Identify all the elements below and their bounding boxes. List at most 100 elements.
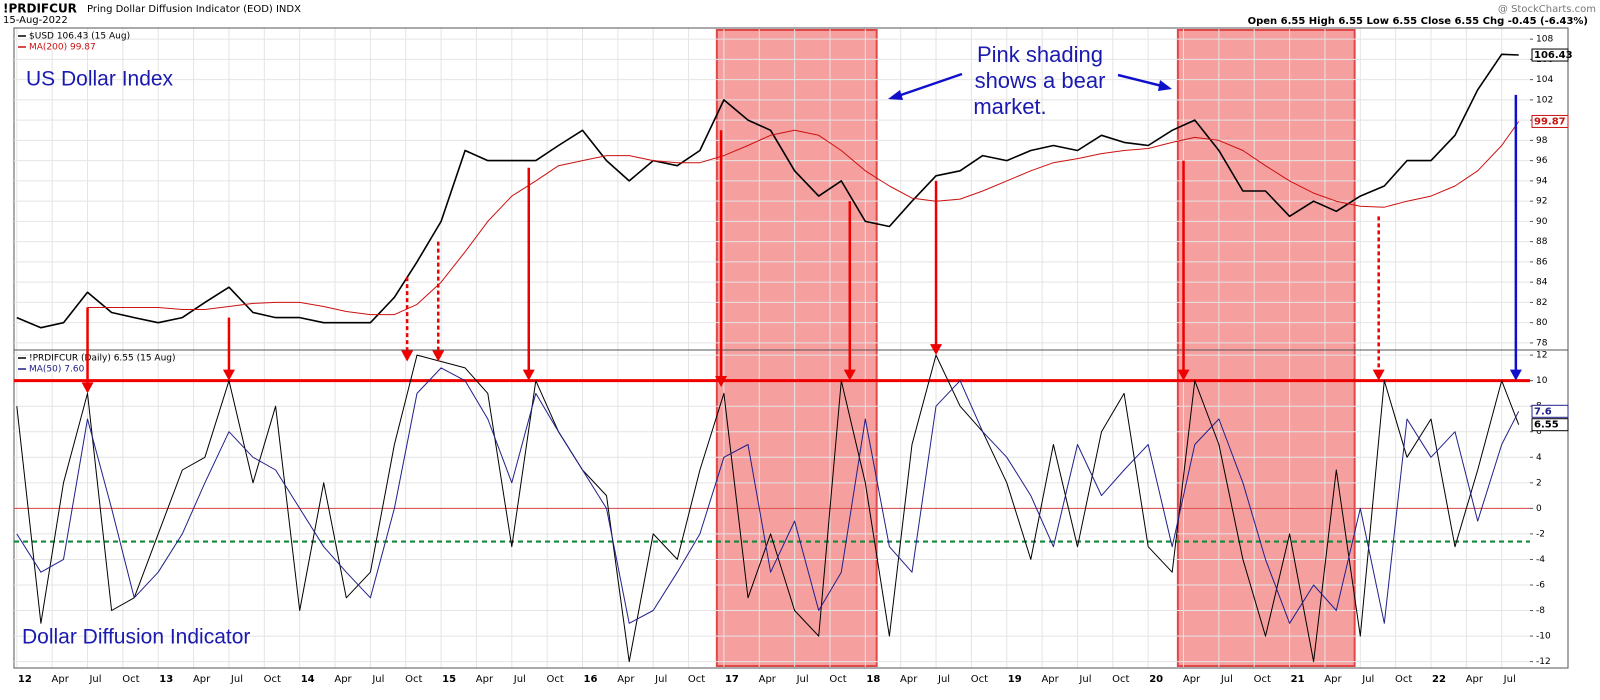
x-tick-label: Jul: [371, 674, 384, 685]
x-tick-label: 16: [584, 674, 598, 685]
x-tick-label: 15: [442, 674, 456, 685]
note-arrow-head: [888, 90, 903, 100]
grid-layer: 12 Apr Jul Oct 13 Apr Jul Oct 14 Apr Jul Oct 15 Apr Ju…: [13, 27, 1569, 685]
last-value-label: 7.6: [1534, 406, 1552, 417]
series-line: [87, 121, 1520, 316]
x-tick-label: Jul: [937, 674, 950, 685]
y-tick-label: -2: [1536, 529, 1545, 539]
x-tick-label: Jul: [88, 674, 101, 685]
x-tick-label: Jul: [1078, 674, 1091, 685]
y-tick-label: 12: [1536, 351, 1547, 361]
date: 15-Aug-2022: [3, 15, 68, 26]
y-tick-label: 6: [1536, 427, 1542, 437]
arrow-head: [401, 350, 414, 362]
x-tick-label: Oct: [122, 674, 139, 685]
x-tick-label: Oct: [1112, 674, 1129, 685]
x-tick-label: Apr: [1041, 674, 1059, 685]
arrow-head: [843, 369, 856, 381]
symbol: !PRDIFCUR: [3, 2, 77, 16]
arrow-head: [81, 382, 94, 394]
arrow-head: [1509, 369, 1522, 381]
x-tick-label: Apr: [759, 674, 777, 685]
x-tick-label: Oct: [1395, 674, 1412, 685]
y-tick-label: 96: [1536, 156, 1548, 166]
lines-layer: [16, 53, 1520, 663]
x-tick-label: Apr: [193, 674, 211, 685]
last-value-box: [1531, 114, 1569, 128]
y-tick-label: -6: [1536, 580, 1545, 590]
annotation-layer: US Dollar Index Dollar Diffusion Indicat…: [18, 32, 1573, 649]
x-tick-label: Jul: [513, 674, 526, 685]
x-tick-label: Oct: [688, 674, 705, 685]
panel-label: US Dollar Index: [26, 68, 174, 91]
y-tick-label: 108: [1536, 35, 1553, 45]
y-tick-label: 78: [1536, 338, 1548, 348]
chart-name: Pring Dollar Diffusion Indicator (EOD) I…: [87, 4, 301, 15]
x-tick-label: 18: [866, 674, 880, 685]
x-tick-label: 12: [18, 674, 32, 685]
x-tick-label: Jul: [230, 674, 243, 685]
last-value-box: [1531, 418, 1569, 432]
x-tick-label: Apr: [334, 674, 352, 685]
x-tick-label: Oct: [1254, 674, 1271, 685]
arrow-head: [1372, 369, 1385, 381]
legend-label: MA(50) 7.60: [29, 365, 85, 375]
note-line: Pink shading: [977, 42, 1103, 67]
x-tick-label: Jul: [1361, 674, 1374, 685]
note-arrow: [1117, 73, 1163, 88]
y-tick-label: 10: [1536, 376, 1548, 386]
x-tick-label: Apr: [476, 674, 494, 685]
y-tick-label: 104: [1536, 75, 1553, 85]
x-tick-label: 17: [725, 674, 739, 685]
arrow-head: [715, 376, 728, 388]
note-arrow-head: [1158, 80, 1172, 91]
legend-label: $USD 106.43 (15 Aug): [29, 32, 130, 42]
legend-label: MA(200) 99.87: [29, 43, 96, 53]
y-tick-label: 0: [1536, 504, 1542, 514]
x-tick-label: Oct: [829, 674, 846, 685]
bear-market-shade: [1176, 29, 1356, 667]
y-tick-label: -10: [1536, 632, 1551, 642]
x-tick-label: Jul: [654, 674, 667, 685]
x-tick-label: 19: [1008, 674, 1022, 685]
x-tick-label: Oct: [264, 674, 281, 685]
note-line: shows a bear: [975, 68, 1106, 93]
x-tick-label: 21: [1291, 674, 1305, 685]
last-value-box: [1531, 48, 1569, 62]
x-tick-label: Jul: [1503, 674, 1516, 685]
note-line: market.: [973, 94, 1046, 119]
arrow-head: [432, 350, 445, 362]
arrow-head: [522, 369, 535, 381]
x-tick-label: Apr: [1466, 674, 1484, 685]
series-line: [16, 367, 1520, 624]
x-tick-label: Apr: [52, 674, 70, 685]
y-tick-label: 94: [1536, 176, 1548, 186]
bear-market-shade: [715, 29, 878, 667]
last-value-label: 6.55: [1534, 420, 1559, 431]
y-tick-label: 84: [1536, 278, 1548, 288]
y-tick-label: 90: [1536, 217, 1548, 227]
x-tick-label: 20: [1149, 674, 1163, 685]
y-tick-label: 80: [1536, 318, 1548, 328]
panel-frame: [13, 349, 1569, 669]
x-tick-label: 14: [301, 674, 315, 685]
panel-label: Dollar Diffusion Indicator: [22, 626, 250, 649]
y-tick-label: 98: [1536, 136, 1548, 146]
quote: Open 6.55 High 6.55 Low 6.55 Close 6.55 …: [1248, 16, 1588, 27]
x-tick-label: Oct: [971, 674, 988, 685]
x-tick-label: 13: [159, 674, 173, 685]
y-tick-label: -8: [1536, 606, 1545, 616]
y-tick-label: 4: [1536, 453, 1542, 463]
last-value-label: 99.87: [1534, 116, 1566, 127]
source: @ StockCharts.com: [1498, 4, 1596, 15]
x-tick-label: Oct: [405, 674, 422, 685]
y-tick-label: -12: [1536, 657, 1551, 667]
x-tick-label: Apr: [1183, 674, 1201, 685]
x-tick-label: Apr: [900, 674, 918, 685]
last-value-label: 106.43: [1534, 50, 1573, 61]
x-tick-label: Apr: [1324, 674, 1342, 685]
series-line: [16, 354, 1520, 663]
x-tick-label: Jul: [796, 674, 809, 685]
